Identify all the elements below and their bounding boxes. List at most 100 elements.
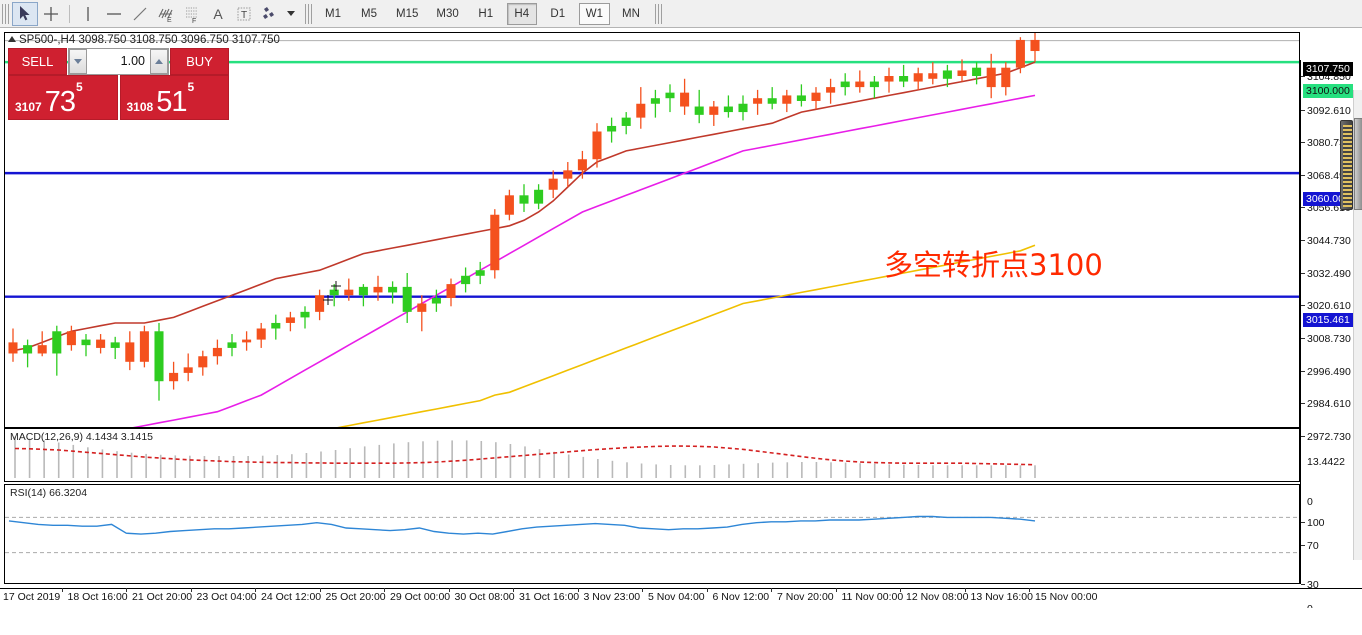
price-tick-label: 3032.490 [1307, 268, 1351, 281]
candle-body [23, 345, 33, 354]
timeframe-mn[interactable]: MN [622, 7, 640, 20]
candle-body [782, 95, 792, 104]
candle-body [417, 303, 427, 312]
candle-body [402, 286, 412, 312]
ma-long-line [337, 244, 1036, 427]
timeframe-d1[interactable]: D1 [550, 7, 566, 20]
rsi-pane[interactable]: RSI(14) 66.3204 [4, 484, 1300, 584]
candle-body [461, 275, 471, 285]
crosshair-marker [323, 281, 341, 305]
candle-body [66, 331, 76, 346]
rsi-axis-label: 30 [1301, 579, 1353, 591]
level-3100-label[interactable]: 3100.000 [1303, 83, 1353, 98]
timeframe-h4[interactable]: H4 [506, 2, 537, 25]
sell-price-main: 73 [44, 86, 76, 118]
candle-body [680, 92, 690, 107]
price-tick: 3032.490 [1301, 268, 1353, 280]
timeframe-h1[interactable]: H1 [478, 7, 494, 20]
candle-body [636, 103, 646, 118]
candle-body [431, 297, 441, 304]
candle-body [198, 356, 208, 368]
candle-body [81, 339, 91, 346]
candle-body [139, 331, 149, 362]
horizontal-line-icon[interactable] [101, 2, 127, 26]
time-axis[interactable]: 17 Oct 2019 18 Oct 16:00 21 Oct 20:00 23 Oc… [0, 588, 1362, 608]
price-tick-label: 2996.490 [1307, 365, 1351, 378]
candle-body [592, 131, 602, 160]
trade-panel-prices-row: 3107 73 5 3108 51 5 [8, 75, 229, 120]
candle-body [972, 67, 982, 77]
price-tick-label: 3044.730 [1307, 234, 1351, 247]
text-icon[interactable]: A [213, 5, 223, 22]
candle-body [1030, 39, 1040, 52]
candle-body [519, 195, 529, 204]
candle-body [855, 81, 865, 88]
price-tick-label: 3020.610 [1307, 300, 1351, 313]
time-tick: 12 Nov 08:00 [900, 588, 968, 603]
time-tick: 25 Oct 20:00 [319, 588, 386, 603]
buy-button[interactable]: BUY [170, 48, 229, 75]
macd-pane[interactable]: MACD(12,26,9) 4.1434 3.1415 [4, 428, 1300, 482]
candle-body [8, 342, 18, 354]
toolbar-divider [69, 4, 70, 23]
candle-body [869, 81, 879, 88]
candle-body [504, 195, 514, 215]
volume-value[interactable]: 1.00 [120, 54, 145, 68]
sell-price-prefix: 3107 [15, 100, 42, 114]
trendline-icon[interactable] [127, 2, 153, 26]
sell-button[interactable]: SELL [8, 48, 67, 75]
timeframe-m1[interactable]: M1 [325, 7, 341, 20]
candle-body [709, 106, 719, 115]
rsi-axis-label: 70 [1301, 540, 1353, 552]
candle-body [212, 347, 222, 357]
crosshair-icon[interactable] [38, 2, 64, 26]
cursor-icon[interactable] [12, 1, 38, 26]
current-price-label[interactable]: 3107.750 [1303, 62, 1353, 77]
candle-body [665, 92, 675, 99]
candle-body [826, 87, 836, 93]
candle-body [154, 331, 164, 382]
candle-body [957, 70, 967, 77]
scrollbar-thumb[interactable] [1354, 118, 1362, 210]
volume-profile-widget[interactable] [1340, 120, 1353, 210]
timeframe-grip[interactable] [305, 3, 312, 24]
level-3015-label[interactable]: 3015.461 [1303, 313, 1353, 328]
candle-body [183, 367, 193, 373]
time-tick: 7 Nov 20:00 [771, 588, 834, 603]
shapes-icon[interactable] [257, 2, 283, 26]
price-tick: 3044.730 [1301, 235, 1353, 247]
collapse-triangle-icon[interactable] [8, 36, 16, 42]
candle-body [986, 67, 996, 88]
candle-body [388, 286, 398, 293]
chart-area[interactable]: MACD(12,26,9) 4.1434 3.1415 RSI(14) 66.3… [0, 28, 1362, 635]
elliott-wave-icon[interactable]: E [153, 2, 179, 26]
buy-price-box[interactable]: 3108 51 5 [119, 75, 229, 120]
candle-body [344, 289, 354, 296]
timeframe-m30[interactable]: M30 [436, 7, 459, 20]
vertical-scrollbar[interactable] [1353, 90, 1362, 560]
toolbar-grip[interactable] [2, 3, 9, 24]
svg-text:T: T [241, 10, 247, 21]
candle-body [767, 98, 777, 104]
toolbar-end-grip[interactable] [655, 3, 662, 24]
bottom-strip [0, 608, 1362, 635]
chart-annotation-text[interactable]: 多空转折点3100 [884, 248, 1103, 282]
timeframe-m15[interactable]: M15 [396, 7, 419, 20]
candle-body [358, 286, 368, 296]
volume-decrease-button[interactable] [69, 49, 87, 74]
fibonacci-icon[interactable]: F [179, 2, 205, 26]
text-label-icon[interactable]: T [231, 2, 257, 26]
volume-increase-button[interactable] [150, 49, 168, 74]
timeframe-w1[interactable]: W1 [578, 2, 610, 25]
candle-body [285, 317, 295, 323]
price-axis[interactable]: 3104.850 3092.610 3080.730 3068.490 3056.610… [1300, 60, 1353, 615]
timeframe-m5[interactable]: M5 [361, 7, 377, 20]
sell-price-box[interactable]: 3107 73 5 [8, 75, 118, 120]
shapes-dropdown-icon[interactable] [283, 2, 297, 26]
volume-input[interactable]: 1.00 [68, 48, 169, 75]
vertical-line-icon[interactable] [75, 2, 101, 26]
one-click-trading-panel[interactable]: SELL 1.00 BUY 3107 73 5 3108 51 5 [8, 48, 229, 120]
volume-profile-bars [1343, 125, 1352, 207]
svg-text:E: E [167, 17, 172, 23]
price-tick: 2996.490 [1301, 366, 1353, 378]
